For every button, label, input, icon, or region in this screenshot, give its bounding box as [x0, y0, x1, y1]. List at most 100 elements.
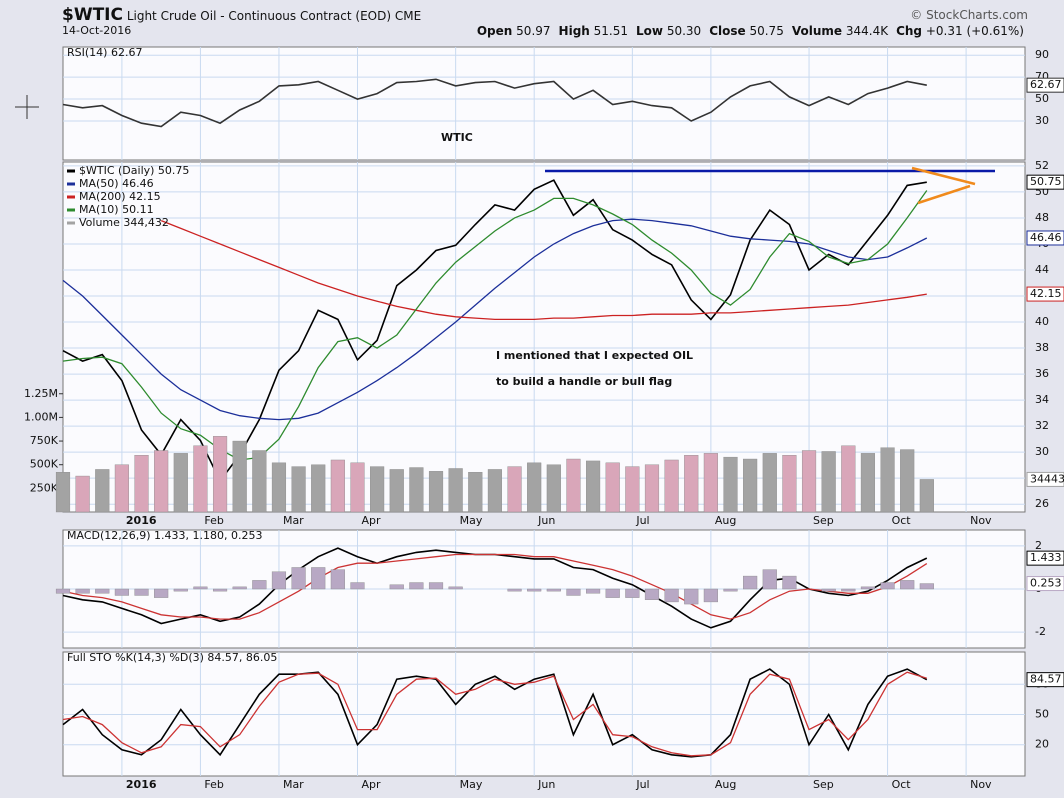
bar — [134, 588, 149, 596]
y-tick-label: 34 — [1035, 393, 1049, 406]
bar — [193, 445, 208, 513]
symbol: $WTIC — [62, 5, 123, 25]
legend-entry: $WTIC (Daily) 50.75 — [79, 164, 189, 177]
y-tick-label: 30 — [1035, 114, 1049, 127]
bar — [212, 436, 228, 513]
legend-swatch — [67, 195, 75, 199]
bar — [311, 567, 326, 590]
x-tick-label: Sep — [813, 514, 834, 527]
bar — [350, 462, 365, 513]
bar — [644, 588, 660, 600]
x-tick-label: Jun — [537, 514, 555, 527]
bar — [841, 445, 856, 513]
value-tag-box — [1026, 550, 1064, 566]
series-line — [62, 190, 928, 461]
value-tag-box — [1026, 230, 1064, 246]
bar — [330, 459, 345, 513]
bar — [919, 583, 934, 590]
value-tag: 344432 — [1030, 472, 1064, 485]
bar — [389, 584, 404, 590]
panel — [62, 46, 1026, 161]
bar — [114, 588, 129, 596]
value-tag: 62.67 — [1030, 78, 1062, 91]
bar — [448, 586, 463, 590]
value-tag: 84.57 — [1030, 673, 1062, 686]
y-tick-label: 50 — [1035, 708, 1049, 721]
bar — [880, 447, 895, 513]
bar — [723, 456, 738, 513]
y2-tick-label: 250K — [30, 481, 59, 494]
x-tick-label: Jul — [635, 514, 649, 527]
bar — [684, 588, 699, 605]
value-tag-box — [1026, 576, 1064, 592]
bar — [55, 588, 71, 594]
x-tick-label: Apr — [361, 778, 381, 791]
series-line — [62, 78, 927, 128]
value-tag-box — [1026, 286, 1064, 302]
stat-label: Chg — [896, 24, 923, 38]
stat-label: High — [558, 24, 590, 38]
y2-tick-label: 1.25M — [24, 387, 58, 400]
y-tick-label: 36 — [1035, 367, 1049, 380]
bar — [743, 458, 758, 513]
bar — [566, 588, 581, 596]
legend-entry: MA(50) 46.46 — [79, 177, 154, 190]
value-tag: 50.75 — [1030, 175, 1062, 188]
bar — [173, 453, 188, 513]
panel-title: Full STO %K(14,3) %D(3) 84.57, 86.05 — [67, 651, 277, 664]
x-tick-label: Sep — [813, 778, 834, 791]
bar — [330, 569, 345, 590]
value-tag-box — [1026, 174, 1064, 190]
bar — [605, 588, 620, 598]
x-tick-label: Nov — [970, 514, 992, 527]
y-tick-label: 90 — [1035, 48, 1049, 61]
stat-value: 50.30 — [666, 24, 702, 38]
stat-value: 344.4K — [845, 24, 889, 38]
series-line — [160, 219, 927, 321]
stat-value: 50.75 — [749, 24, 784, 38]
legend-swatch — [67, 208, 75, 212]
bar — [821, 451, 836, 513]
flag-line — [917, 184, 971, 205]
crosshair — [15, 95, 39, 119]
bar — [389, 469, 404, 513]
bar — [664, 588, 679, 603]
bar — [625, 588, 640, 598]
copyright[interactable]: © StockCharts.com — [910, 8, 1028, 22]
stat-value: 51.51 — [593, 24, 629, 38]
y-tick-label: 38 — [1035, 341, 1049, 354]
bar — [605, 462, 620, 513]
x-tick-label: May — [460, 514, 483, 527]
value-tag-box — [1026, 471, 1064, 487]
bar — [684, 455, 699, 513]
y-tick-label: 50 — [1035, 92, 1049, 105]
bar — [95, 588, 110, 594]
value-tag-box — [1026, 672, 1064, 688]
bar — [762, 569, 777, 590]
bar — [134, 455, 149, 513]
x-tick-label: Aug — [715, 514, 736, 527]
annotation: I mentioned that I expected OIL — [496, 349, 693, 362]
bar — [527, 588, 542, 592]
bar — [271, 571, 287, 590]
panel-title: MACD(12,26,9) 1.433, 1.180, 0.253 — [67, 529, 263, 542]
legend-swatch — [67, 169, 75, 173]
x-tick-label: Feb — [204, 514, 223, 527]
bar — [900, 580, 915, 590]
value-tag: 0.253 — [1030, 577, 1062, 590]
x-tick-label: May — [460, 778, 483, 791]
stat-value: 50.97 — [516, 24, 551, 38]
bar — [75, 588, 90, 594]
bar — [586, 460, 601, 513]
bar — [723, 588, 738, 592]
bar — [919, 479, 934, 513]
annotation: to build a handle or bull flag — [496, 375, 672, 388]
y-tick-label: 26 — [1035, 497, 1049, 510]
y-tick-label: 20 — [1035, 738, 1049, 751]
instrument-name: Light Crude Oil - Continuous Contract (E… — [126, 9, 392, 23]
value-tag: 1.433 — [1030, 551, 1062, 564]
y-tick-label: 48 — [1035, 211, 1049, 224]
bar — [507, 466, 522, 513]
x-tick-label: Mar — [283, 778, 304, 791]
